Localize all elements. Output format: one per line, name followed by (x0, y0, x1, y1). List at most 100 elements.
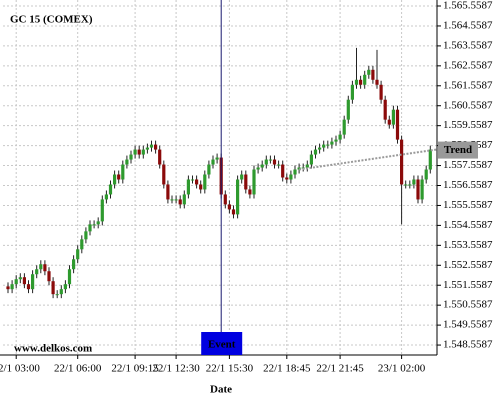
candle-body (108, 184, 113, 195)
candle-body (322, 144, 326, 148)
candle-body (231, 209, 236, 215)
candle-body (113, 174, 117, 185)
y-tick-label: 1.560.5587 (443, 99, 493, 111)
candle-body (100, 199, 104, 222)
watermark: www.delkos.com (14, 343, 92, 355)
candle-body (22, 277, 26, 285)
x-tick-label: 22/1 18:45 (263, 363, 311, 375)
trend-label: Trend (444, 144, 472, 156)
event-label: Event (208, 339, 236, 351)
candle-body (26, 284, 31, 290)
candle-body (174, 199, 178, 201)
candle-body (313, 149, 318, 155)
candle-body (305, 164, 309, 168)
candle-body (158, 149, 162, 165)
candle-body (6, 286, 10, 290)
y-tick-label: 1.563.5587 (443, 39, 493, 51)
candle-body (117, 174, 121, 180)
y-tick-label: 1.556.5587 (443, 179, 493, 191)
candle-body (363, 74, 367, 85)
y-tick-label: 1.562.5587 (443, 59, 493, 71)
candle-body (80, 239, 84, 250)
candle-body (387, 119, 391, 125)
candle-body (416, 179, 420, 200)
candle-body (367, 69, 371, 75)
candle-body (121, 164, 125, 180)
candle-body (371, 69, 375, 80)
candle-body (412, 179, 416, 185)
x-tick-label: 23/1 02:00 (378, 363, 426, 375)
trend-box (438, 141, 478, 159)
y-tick-label: 1.559.5587 (443, 119, 493, 131)
candle-body (211, 159, 215, 165)
candle-body (379, 84, 383, 100)
x-tick-label: 22/1 21:45 (316, 363, 364, 375)
candle-body (256, 167, 260, 170)
x-tick-label: 22/1 06:00 (54, 363, 102, 375)
candle-body (350, 84, 354, 100)
candle-body (166, 184, 170, 200)
x-axis-title: Date (210, 384, 232, 396)
y-tick-label: 1.553.5587 (443, 239, 493, 251)
y-tick-label: 1.561.5587 (443, 79, 493, 91)
candle-body (18, 277, 22, 280)
candle-body (240, 174, 244, 180)
candle-body (215, 157, 219, 160)
candle-body (154, 144, 158, 150)
candle-body (285, 177, 289, 180)
y-tick-label: 1.565.5587 (443, 0, 493, 12)
trend-line (298, 148, 437, 171)
candle-body (326, 144, 330, 146)
candle-body (391, 109, 395, 125)
x-tick-label: 22/1 03:00 (0, 363, 40, 375)
candle-body (354, 79, 359, 85)
candle-body (145, 147, 149, 150)
candle-body (63, 284, 67, 290)
candle-body (84, 231, 88, 240)
candle-body (199, 184, 203, 190)
candle-body (268, 159, 272, 161)
candle-body (334, 139, 338, 142)
y-tick-label: 1.550.5587 (443, 299, 493, 311)
candle-body (55, 294, 59, 296)
candle-body (318, 147, 322, 150)
y-tick-label: 1.557.5587 (443, 159, 493, 171)
candle-body (236, 179, 240, 215)
candle-body (424, 169, 428, 180)
candle-body (395, 109, 400, 140)
candle-body (129, 154, 133, 160)
candle-body (141, 149, 145, 155)
candle-body (260, 164, 264, 168)
candle-body (420, 179, 424, 200)
candle-body (400, 139, 404, 185)
candle-body (43, 264, 47, 272)
candle-body (137, 149, 141, 155)
candle-body (289, 174, 293, 180)
chart-title: GC 15 (COMEX) (10, 14, 93, 26)
candle-body (383, 99, 387, 120)
candle-body (404, 184, 408, 186)
candle-body (31, 274, 35, 290)
candle-body (47, 271, 51, 282)
x-tick-label: 22/1 12:30 (152, 363, 200, 375)
candle-body (35, 269, 39, 275)
candle-body (359, 79, 363, 85)
candle-body (264, 159, 268, 165)
candle-body (375, 79, 379, 85)
candles (6, 47, 432, 299)
candle-body (408, 184, 412, 186)
candle-body (346, 99, 350, 120)
candle-body (309, 154, 313, 165)
candle-body (272, 159, 277, 165)
candle-body (195, 179, 199, 185)
candle-body (51, 281, 55, 295)
candle-body (244, 174, 248, 190)
candle-body (277, 164, 281, 166)
event-box (201, 332, 243, 355)
candle-body (72, 259, 76, 270)
candle-body (178, 199, 182, 205)
candle-body (88, 224, 92, 232)
candle-body (207, 164, 211, 175)
candle-body (67, 269, 72, 285)
